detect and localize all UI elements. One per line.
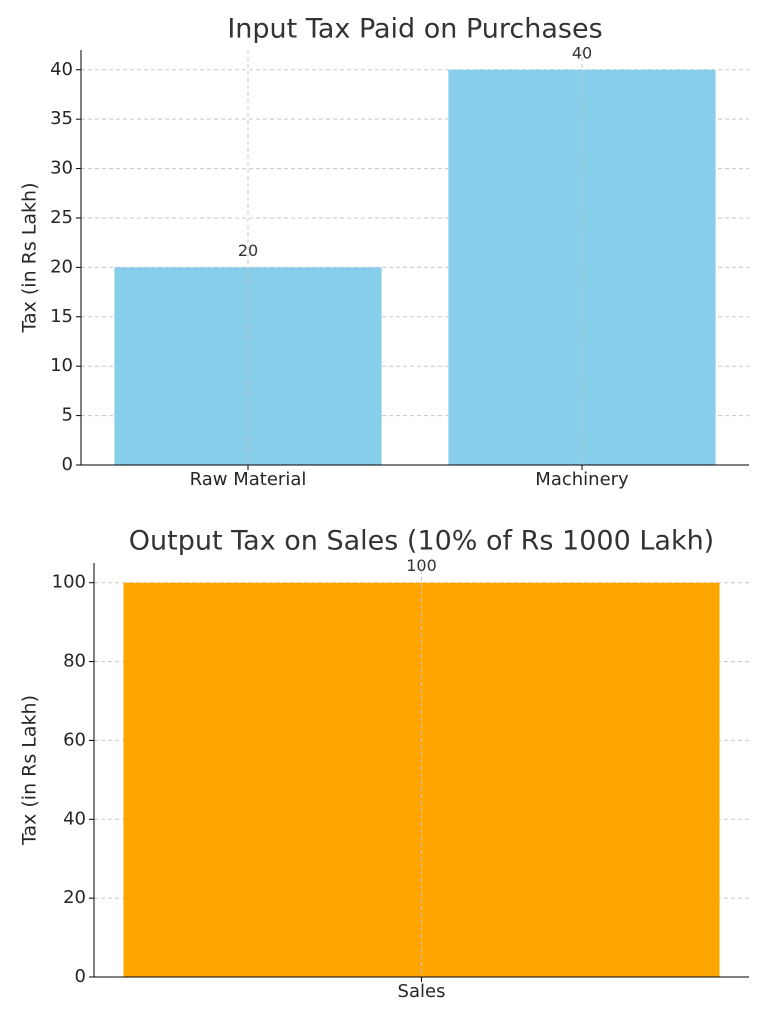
y-tick-label: 100 (52, 572, 86, 593)
y-tick-label: 15 (50, 306, 73, 327)
y-tick-label: 10 (50, 355, 73, 376)
chart-title: Output Tax on Sales (10% of Rs 1000 Lakh… (129, 526, 714, 557)
y-tick-label: 25 (50, 207, 73, 228)
value-label: 40 (572, 43, 592, 62)
value-label: 100 (406, 556, 437, 575)
y-tick-label: 5 (62, 405, 73, 426)
y-tick-label: 20 (63, 887, 86, 908)
y-tick-label: 35 (50, 108, 73, 129)
y-tick-label: 80 (63, 651, 86, 672)
x-tick-label: Machinery (535, 469, 629, 490)
x-tick-label: Sales (398, 981, 446, 1002)
x-tick-label: Raw Material (190, 469, 307, 490)
chart-title: Input Tax Paid on Purchases (227, 14, 602, 45)
y-tick-label: 30 (50, 158, 73, 179)
y-tick-label: 40 (50, 59, 73, 80)
y-axis-label: Tax (in Rs Lakh) (19, 695, 41, 846)
y-tick-label: 60 (63, 729, 86, 750)
y-axis-label: Tax (in Rs Lakh) (19, 183, 41, 334)
y-tick-label: 40 (63, 808, 86, 829)
y-tick-label: 0 (75, 966, 86, 987)
value-label: 20 (238, 241, 258, 260)
y-tick-label: 0 (62, 454, 73, 475)
y-tick-label: 20 (50, 256, 73, 277)
